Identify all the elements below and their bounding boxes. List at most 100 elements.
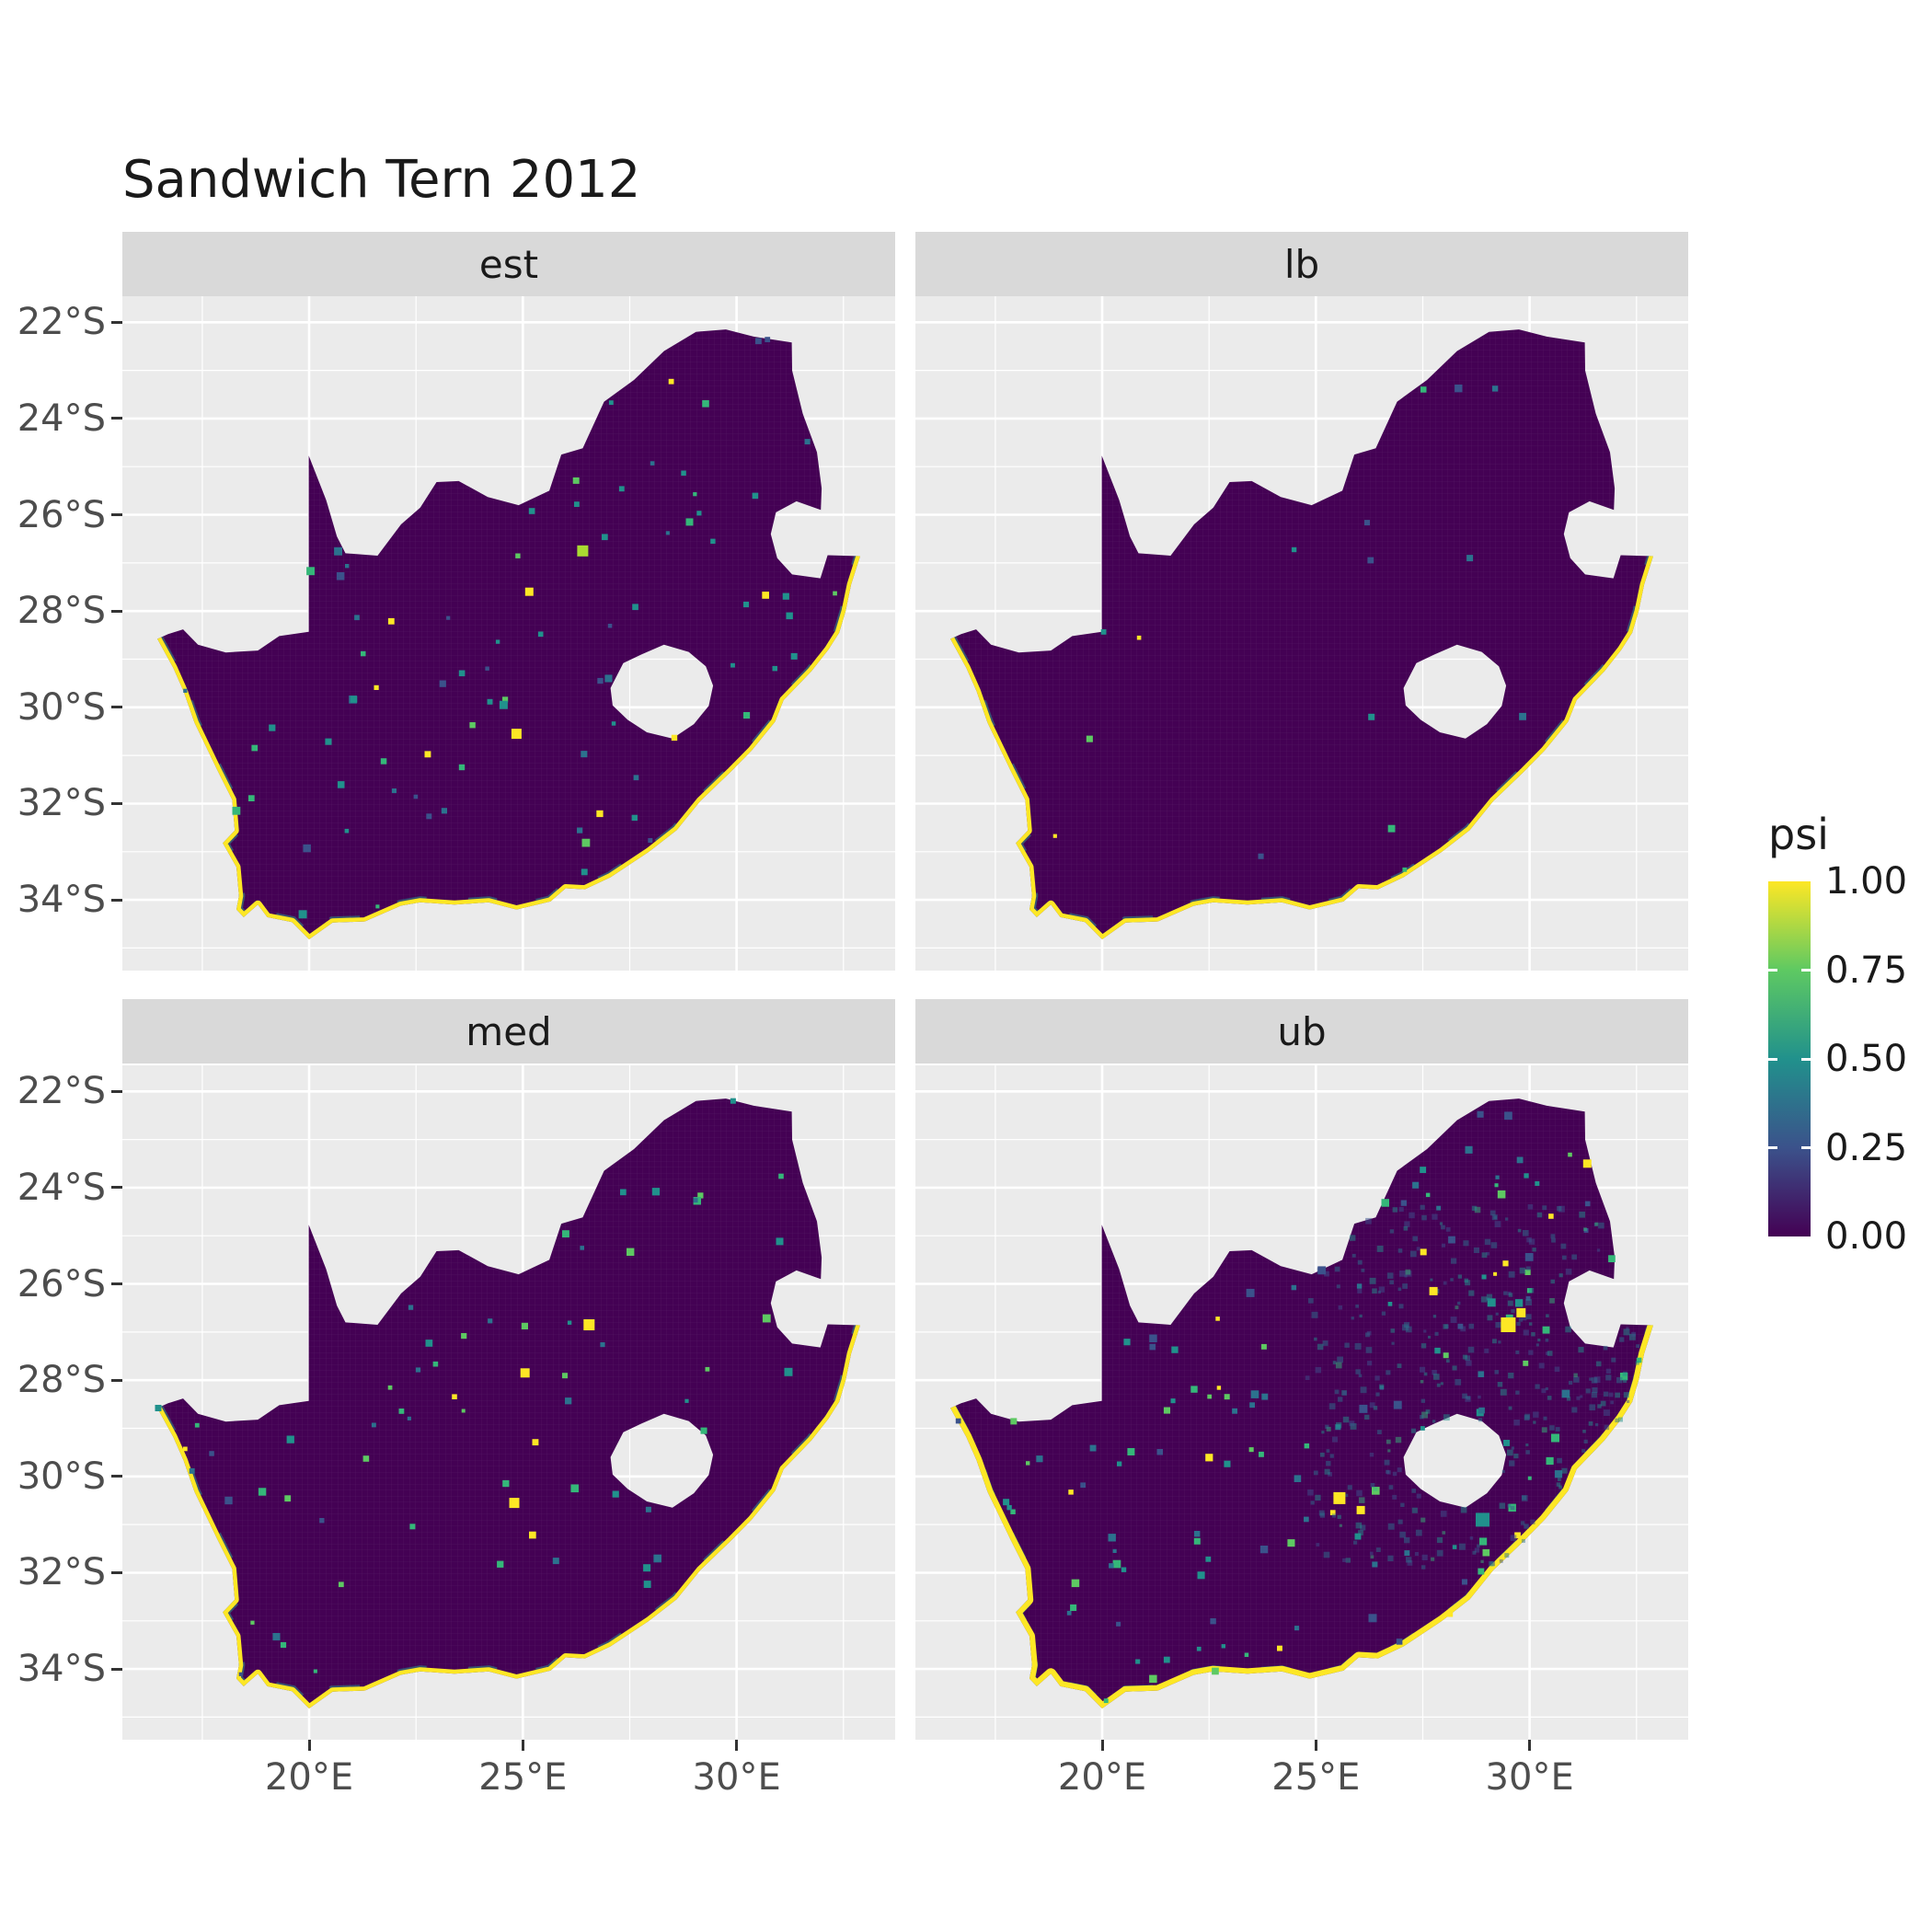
speckle-cell <box>1480 1559 1484 1563</box>
speckle-cell <box>643 1581 651 1588</box>
speckle-cell <box>1432 1370 1437 1375</box>
speckle-cell <box>1376 1430 1382 1434</box>
speckle-cell <box>1304 1516 1309 1523</box>
speckle-cell <box>668 378 674 385</box>
speckle-cell <box>650 461 655 466</box>
speckle-cell <box>334 546 342 556</box>
speckle-cell <box>1528 1322 1533 1326</box>
speckle-cell <box>250 1620 255 1625</box>
speckle-cell <box>1545 1338 1549 1342</box>
speckle-cell <box>1507 1300 1513 1306</box>
speckle-cell <box>572 477 580 484</box>
speckle-cell <box>1542 1205 1547 1211</box>
speckle-cell <box>1307 1489 1314 1496</box>
speckle-cell <box>1324 1468 1330 1475</box>
speckle-cell <box>1523 1329 1529 1336</box>
speckle-cell <box>1396 1639 1403 1645</box>
speckle-cell <box>1596 1248 1601 1252</box>
speckle-cell <box>1591 1392 1597 1398</box>
speckle-cell <box>1353 1540 1358 1545</box>
speckle-cell <box>1373 1487 1378 1491</box>
speckle-cell <box>1550 1234 1556 1239</box>
speckle-cell <box>391 788 397 794</box>
speckle-cell <box>1405 1326 1412 1333</box>
speckle-cell <box>1421 1565 1426 1570</box>
speckle-cell <box>1595 1423 1599 1427</box>
y-axis-tick <box>111 609 122 613</box>
legend-tick-mark <box>1801 1146 1811 1149</box>
speckle-cell <box>607 624 613 628</box>
y-axis-tick <box>111 898 122 902</box>
speckle-cell <box>1571 1254 1577 1260</box>
speckle-cell <box>1322 1340 1328 1346</box>
speckle-cell <box>1070 1604 1077 1611</box>
speckle-cell <box>1486 1294 1493 1300</box>
speckle-cell <box>387 1385 393 1390</box>
speckle-cell <box>1504 1553 1510 1558</box>
speckle-cell <box>627 1248 635 1256</box>
speckle-cell <box>1328 1403 1336 1409</box>
speckle-cell <box>1349 1235 1356 1241</box>
speckle-cell <box>1364 1414 1370 1420</box>
speckle-cell <box>1310 1501 1315 1505</box>
highlight-cell <box>685 518 694 526</box>
speckle-cell <box>1392 1471 1397 1477</box>
speckle-cell <box>1441 1243 1445 1248</box>
speckle-cell <box>1080 1482 1086 1489</box>
speckle-cell <box>1541 1427 1547 1433</box>
speckle-cell <box>1294 1626 1300 1631</box>
speckle-cell <box>1462 1354 1467 1360</box>
speckle-cell <box>1516 1156 1524 1164</box>
speckle-cell <box>1501 1469 1505 1473</box>
speckle-cell <box>1412 1236 1418 1242</box>
speckle-cell <box>1527 1204 1534 1210</box>
legend-title: psi <box>1768 810 1829 859</box>
speckle-cell <box>697 1192 704 1199</box>
speckle-cell <box>1550 1279 1555 1284</box>
speckle-cell <box>1315 1494 1321 1501</box>
speckle-cell <box>1566 1397 1571 1401</box>
speckle-cell <box>1127 1448 1135 1455</box>
speckle-cell <box>1194 1531 1201 1537</box>
y-axis-tick <box>111 801 122 805</box>
speckle-cell <box>1494 1183 1499 1188</box>
speckle-cell <box>1605 1368 1612 1374</box>
speckle-cell <box>182 1446 188 1452</box>
speckle-cell <box>1291 546 1297 553</box>
speckle-cell <box>1010 1418 1018 1425</box>
speckle-cell <box>1443 1281 1447 1285</box>
highlight-cell <box>1429 1286 1438 1295</box>
speckle-cell <box>1404 1322 1410 1328</box>
speckle-cell <box>1455 385 1463 393</box>
speckle-cell <box>1291 1284 1297 1291</box>
speckle-cell <box>1392 1207 1398 1213</box>
map-ub <box>915 1065 1688 1740</box>
highlight-cell <box>1501 1317 1516 1332</box>
speckle-cell <box>1525 1314 1532 1320</box>
speckle-cell <box>1232 1408 1237 1414</box>
speckle-cell <box>1342 1558 1347 1562</box>
legend-tick-mark <box>1768 969 1777 972</box>
y-axis-label: 34°S <box>17 1648 106 1691</box>
speckle-cell <box>1389 1229 1395 1234</box>
speckle-cell <box>1627 1399 1630 1403</box>
speckle-cell <box>1375 1392 1380 1397</box>
speckle-cell <box>1384 1459 1390 1466</box>
speckle-cell <box>1479 1537 1488 1546</box>
speckle-cell <box>1623 1392 1629 1398</box>
speckle-cell <box>258 1488 267 1496</box>
speckle-cell <box>1481 1252 1488 1259</box>
speckle-cell <box>1400 1502 1405 1507</box>
speckle-cell <box>1323 1551 1330 1558</box>
highlight-cell <box>1333 1491 1346 1504</box>
speckle-cell <box>1524 1253 1534 1261</box>
speckle-cell <box>1623 1379 1627 1383</box>
speckle-cell <box>612 1490 619 1498</box>
speckle-cell <box>1210 1618 1216 1625</box>
speckle-cell <box>1556 1482 1561 1487</box>
speckle-cell <box>1393 1400 1402 1409</box>
speckle-cell <box>1623 1328 1630 1336</box>
speckle-cell <box>1465 1145 1473 1154</box>
y-axis-tick <box>111 1378 122 1382</box>
speckle-cell <box>1367 1361 1373 1366</box>
